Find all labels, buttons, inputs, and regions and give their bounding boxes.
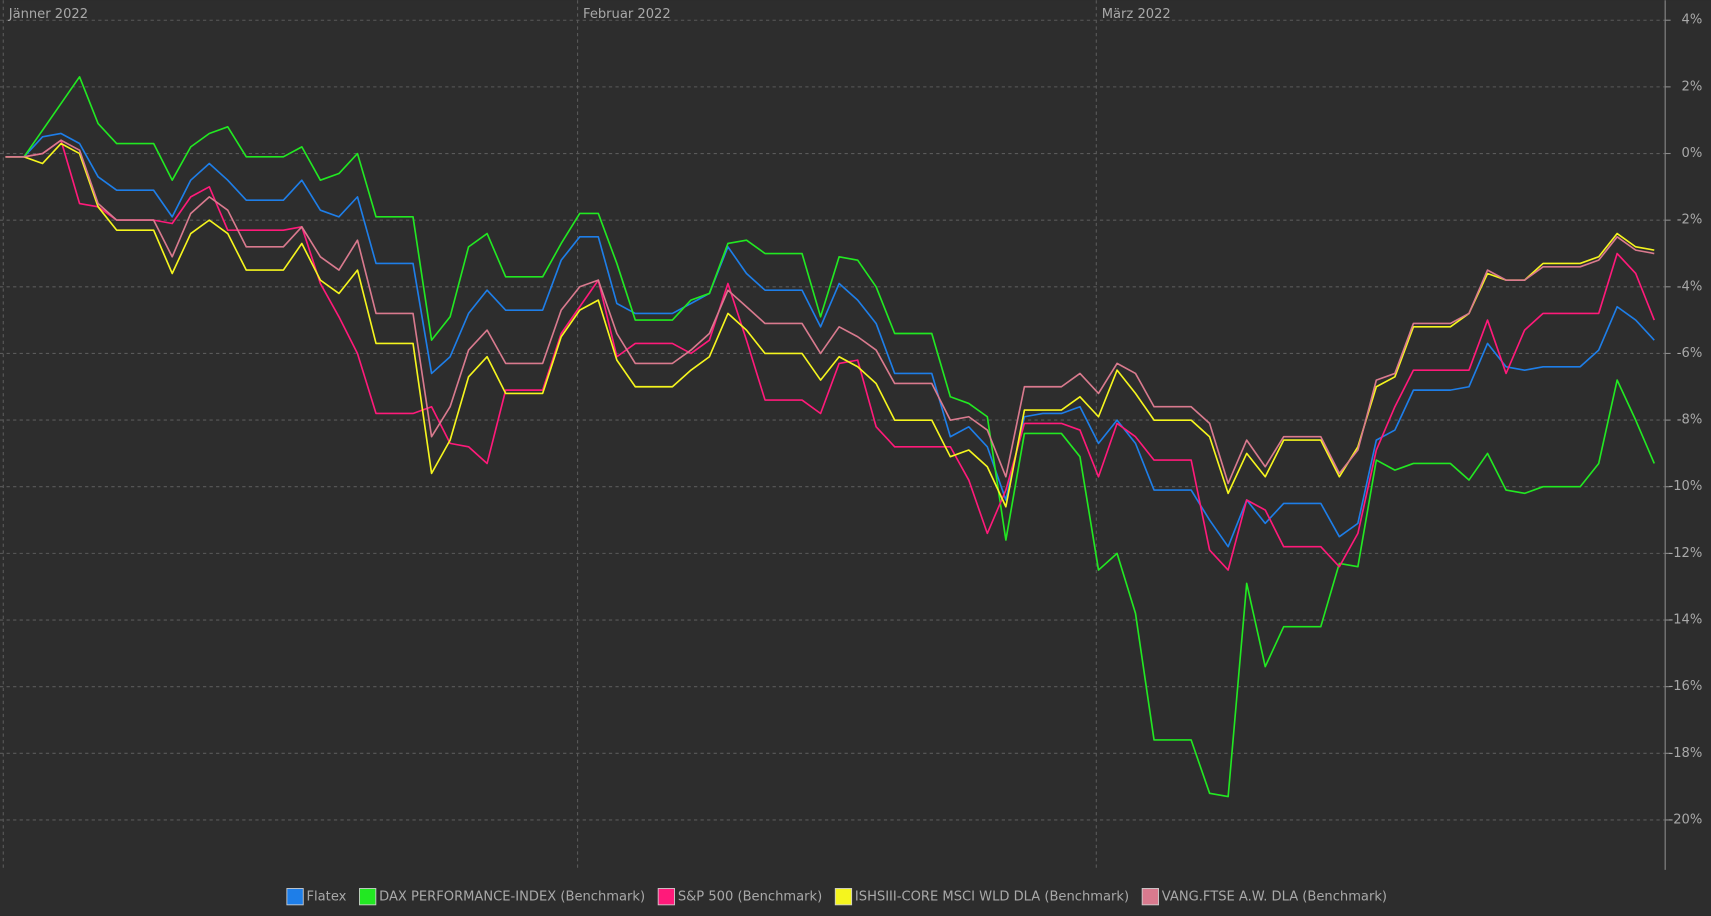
y-tick-label: -4%	[1677, 279, 1702, 294]
y-tick-label: -2%	[1677, 213, 1702, 228]
x-tick-label: Februar 2022	[583, 7, 671, 22]
series-line	[5, 139, 1655, 485]
y-tick-label: -14%	[1668, 613, 1702, 628]
series-line	[5, 139, 1656, 571]
series-line	[5, 142, 1655, 508]
legend-swatch	[657, 888, 675, 906]
series-line	[5, 132, 1655, 548]
legend-swatch	[1141, 888, 1159, 906]
y-tick-label: -12%	[1668, 546, 1702, 561]
legend-swatch	[359, 888, 377, 906]
y-tick-label: -6%	[1677, 346, 1702, 361]
y-tick-label: -20%	[1668, 812, 1702, 827]
legend-swatch	[834, 888, 853, 906]
y-tick-label: 2%	[1682, 79, 1703, 94]
legend-label: VANG.FTSE A.W. DLA (Benchmark)	[1162, 890, 1387, 905]
legend-label: S&P 500 (Benchmark)	[678, 890, 822, 905]
legend-label: DAX PERFORMANCE-INDEX (Benchmark)	[379, 890, 645, 905]
x-tick-label: März 2022	[1102, 7, 1171, 22]
series-line	[5, 76, 1656, 798]
legend-label: ISHSIII-CORE MSCI WLD DLA (Benchmark)	[855, 890, 1129, 905]
legend-label: Flatex	[307, 890, 347, 905]
y-tick-label: -8%	[1677, 413, 1702, 428]
y-tick-label: 0%	[1682, 146, 1703, 161]
legend-swatch	[286, 888, 304, 906]
y-tick-label: 4%	[1682, 13, 1703, 28]
y-tick-label: -18%	[1668, 746, 1702, 761]
y-tick-label: -10%	[1668, 479, 1702, 494]
x-tick-label: Jänner 2022	[8, 7, 88, 22]
y-tick-label: -16%	[1668, 679, 1702, 694]
